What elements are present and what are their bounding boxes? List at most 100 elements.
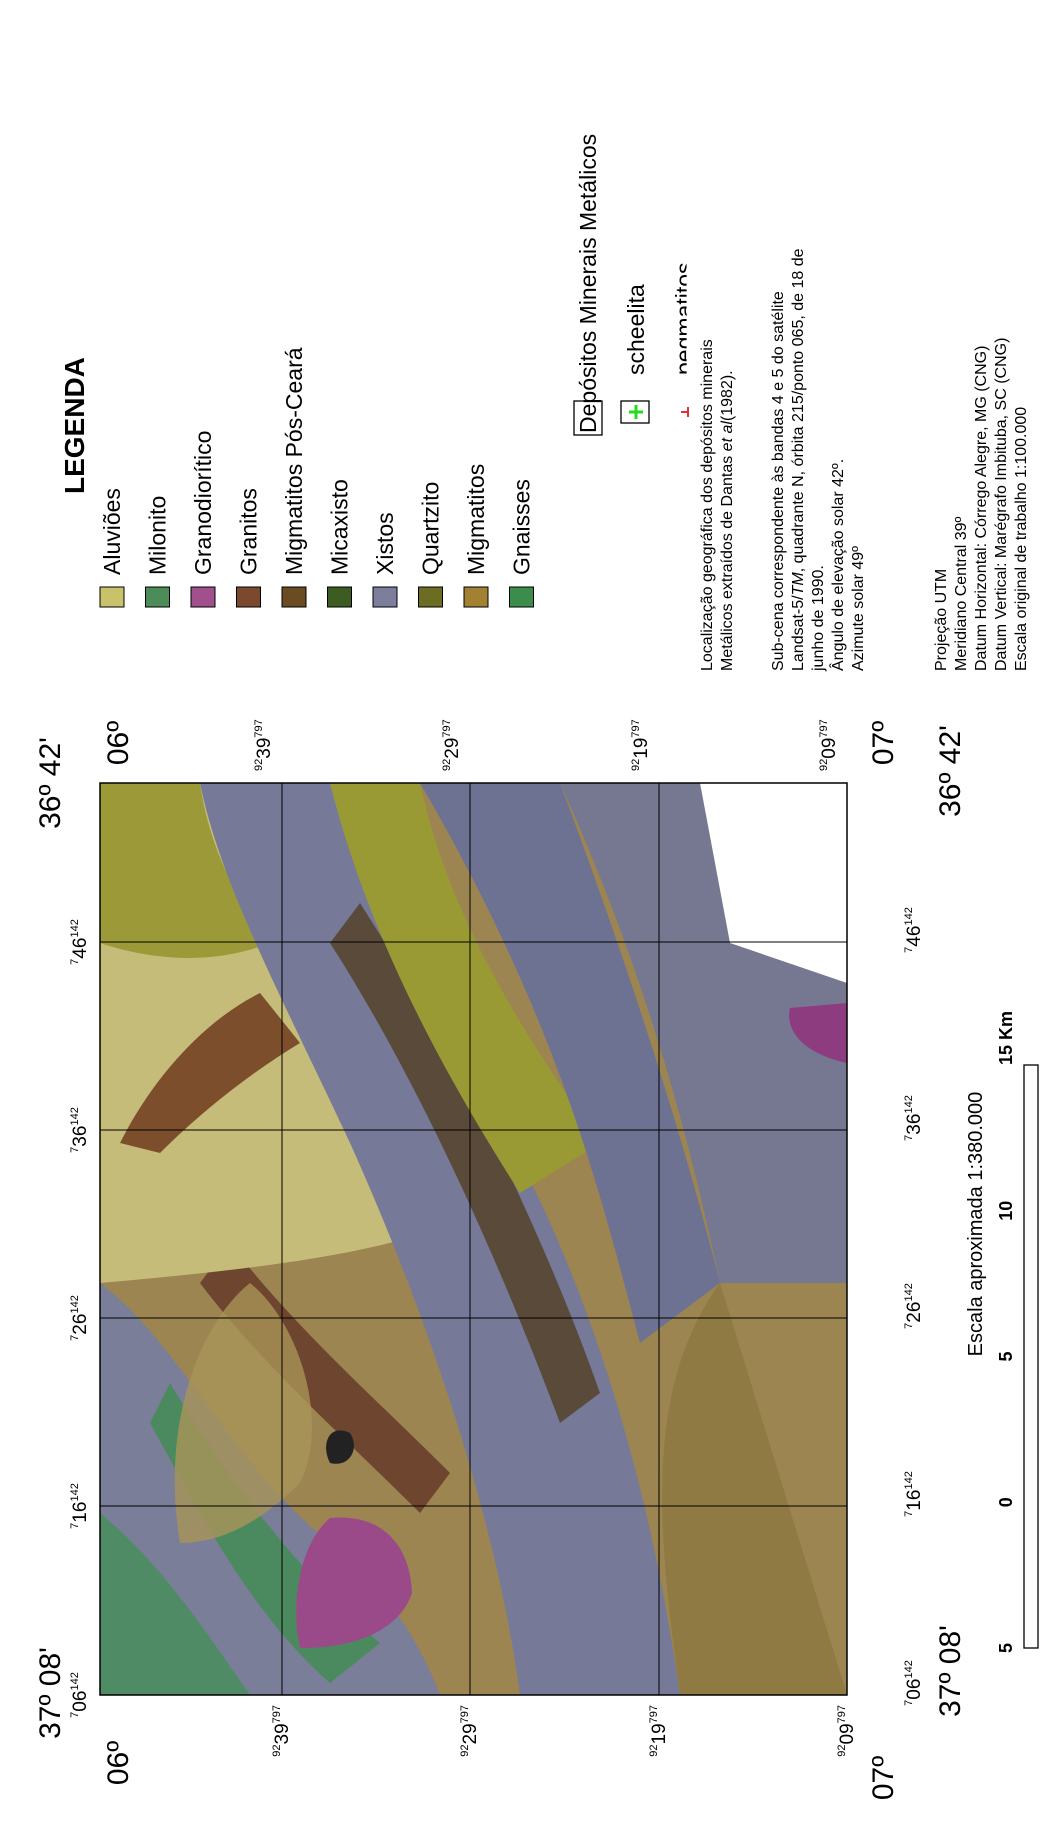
grid-label: 706142 [69,1672,91,1718]
grid-label-sup: 92 [441,759,453,771]
grid-label-main: 39 [272,1723,293,1744]
note-line: Azimute solar 49º [850,546,867,671]
grid-label-main: 16 [904,1490,925,1511]
corner-lat: 06º [102,1741,135,1785]
corner-lon: 37º 08' [34,1647,67,1739]
grid-label: 746142 [69,919,91,965]
grid-label-sup: 7 [903,947,915,953]
grid-label: 9209797 [818,719,840,771]
legend-swatch [100,587,124,607]
grid-label: 9229797 [441,719,463,771]
legend-swatch [373,587,397,607]
note-text: Escala original de trabalho 1:100.000 [1013,407,1030,671]
grid-label: 746142 [903,907,925,953]
grid-label-main: 16 [70,1502,91,1523]
corner-lat: 07º [867,1756,900,1800]
legend-label: Granitos [236,488,262,575]
grid-label-sup: 142 [69,1107,81,1125]
legend-swatch [464,587,488,607]
grid-label-sup: 92 [630,759,642,771]
grid-label-main: 09 [837,1723,858,1744]
grid-label-sup: 797 [271,1705,283,1723]
grid-label-sup: 7 [69,1712,81,1718]
legend-label: Micaxisto [327,479,353,575]
note-text: Azimute solar 49º [850,546,867,671]
note-line: Sub-cena correspondente às bandas 4 e 5 … [770,291,787,671]
grid-label-sup: 142 [69,1483,81,1501]
grid-label-sup: 7 [903,1135,915,1141]
grid-label-main: 46 [70,938,91,959]
grid-label-sup: 797 [818,719,830,737]
grid-label: 9219797 [630,719,652,771]
note-text: Ângulo de elevação solar 42º. [828,459,847,671]
note-text: Datum Vertical: Marégrafo Imbituba, SC (… [993,338,1010,671]
legend-label: Xistos [372,512,398,575]
note-line: Datum Vertical: Marégrafo Imbituba, SC (… [993,338,1010,671]
grid-label-sup: 92 [271,1745,283,1757]
scale-label: 15 Km [996,1011,1016,1065]
grid-label-sup: 142 [903,1283,915,1301]
grid-label: 726142 [903,1283,925,1329]
note-line: Metálicos extraídos de Dantas et al(1982… [719,370,736,671]
grid-label: 716142 [903,1471,925,1517]
legend-swatch [419,587,443,607]
corner-lon: 36º 42' [34,737,67,829]
deposit-label: pegmatitos [671,262,697,375]
note-text: (1982). [719,370,736,421]
grid-label-sup: 7 [903,1511,915,1517]
grid-label-main: 46 [904,926,925,947]
note-text: , quadrante N, órbita 215/ponto 065, de … [790,248,807,572]
satellite-image [100,783,847,1695]
grid-label-sup: 7 [69,959,81,965]
scale-label: 10 [996,1201,1016,1221]
corner-lat: 06º [102,721,135,765]
note-line: Projeção UTM [933,569,950,671]
deposits-legend: scheelita pegmatitos [621,262,697,423]
grid-label-sup: 92 [836,1745,848,1757]
deposit-symbol [681,407,688,417]
grid-label-sup: 797 [836,1705,848,1723]
grid-label-sup: 797 [630,719,642,737]
legend-label: Quartzito [418,482,444,575]
legend: AluviõesMilonitoGranodioríticoGranitosMi… [99,347,535,607]
grid-label-sup: 797 [253,719,265,737]
grid-label-main: 19 [649,1723,670,1744]
grid-label-sup: 7 [903,1700,915,1706]
note-line: Escala original de trabalho 1:100.000 [1013,407,1030,671]
note-text: Projeção UTM [933,569,950,671]
grid-label-main: 19 [631,738,652,759]
grid-label: 9209797 [836,1705,858,1757]
corner-lon: 37º 08' [934,1625,967,1717]
note-line: junho de 1990. [810,565,827,672]
note-line: Ângulo de elevação solar 42º. [828,459,847,671]
grid-label: 9219797 [648,1705,670,1757]
legend-swatch [282,587,306,607]
grid-label-sup: 7 [69,1335,81,1341]
grid-label-sup: 142 [903,1471,915,1489]
note-text: Landsat-5/ [790,595,807,671]
map-sheet: 7061427061427161427161427261427261427361… [0,0,1059,1843]
grid-label-main: 06 [904,1679,925,1700]
grid-label: 9239797 [271,1705,293,1757]
note-line: Meridiano Central 39º [953,516,970,671]
legend-swatch [510,587,534,607]
legend-swatch [146,587,170,607]
note-text: TM [790,572,807,596]
legend-swatch [237,587,261,607]
legend-label: Gnaisses [509,479,535,575]
grid-label-sup: 7 [69,1523,81,1529]
note-line: Landsat-5/TM, quadrante N, órbita 215/po… [790,248,807,671]
grid-label: 736142 [69,1107,91,1153]
grid-label-sup: 797 [459,1705,471,1723]
legend-label: Migmatitos [463,464,489,575]
grid-label-sup: 142 [903,1095,915,1113]
grid-label-sup: 142 [903,907,915,925]
note-line: Datum Horizontal: Córrego Alegre, MG (CN… [973,346,990,671]
deposit-label: scheelita [623,284,649,375]
legend-swatch [328,587,352,607]
scale-text: Escala aproximada 1:380.000 [965,1092,987,1357]
grid-label-sup: 142 [69,919,81,937]
deposits-title: Depósitos Minerais Metálicos [575,134,601,433]
grid-label-main: 26 [70,1314,91,1335]
